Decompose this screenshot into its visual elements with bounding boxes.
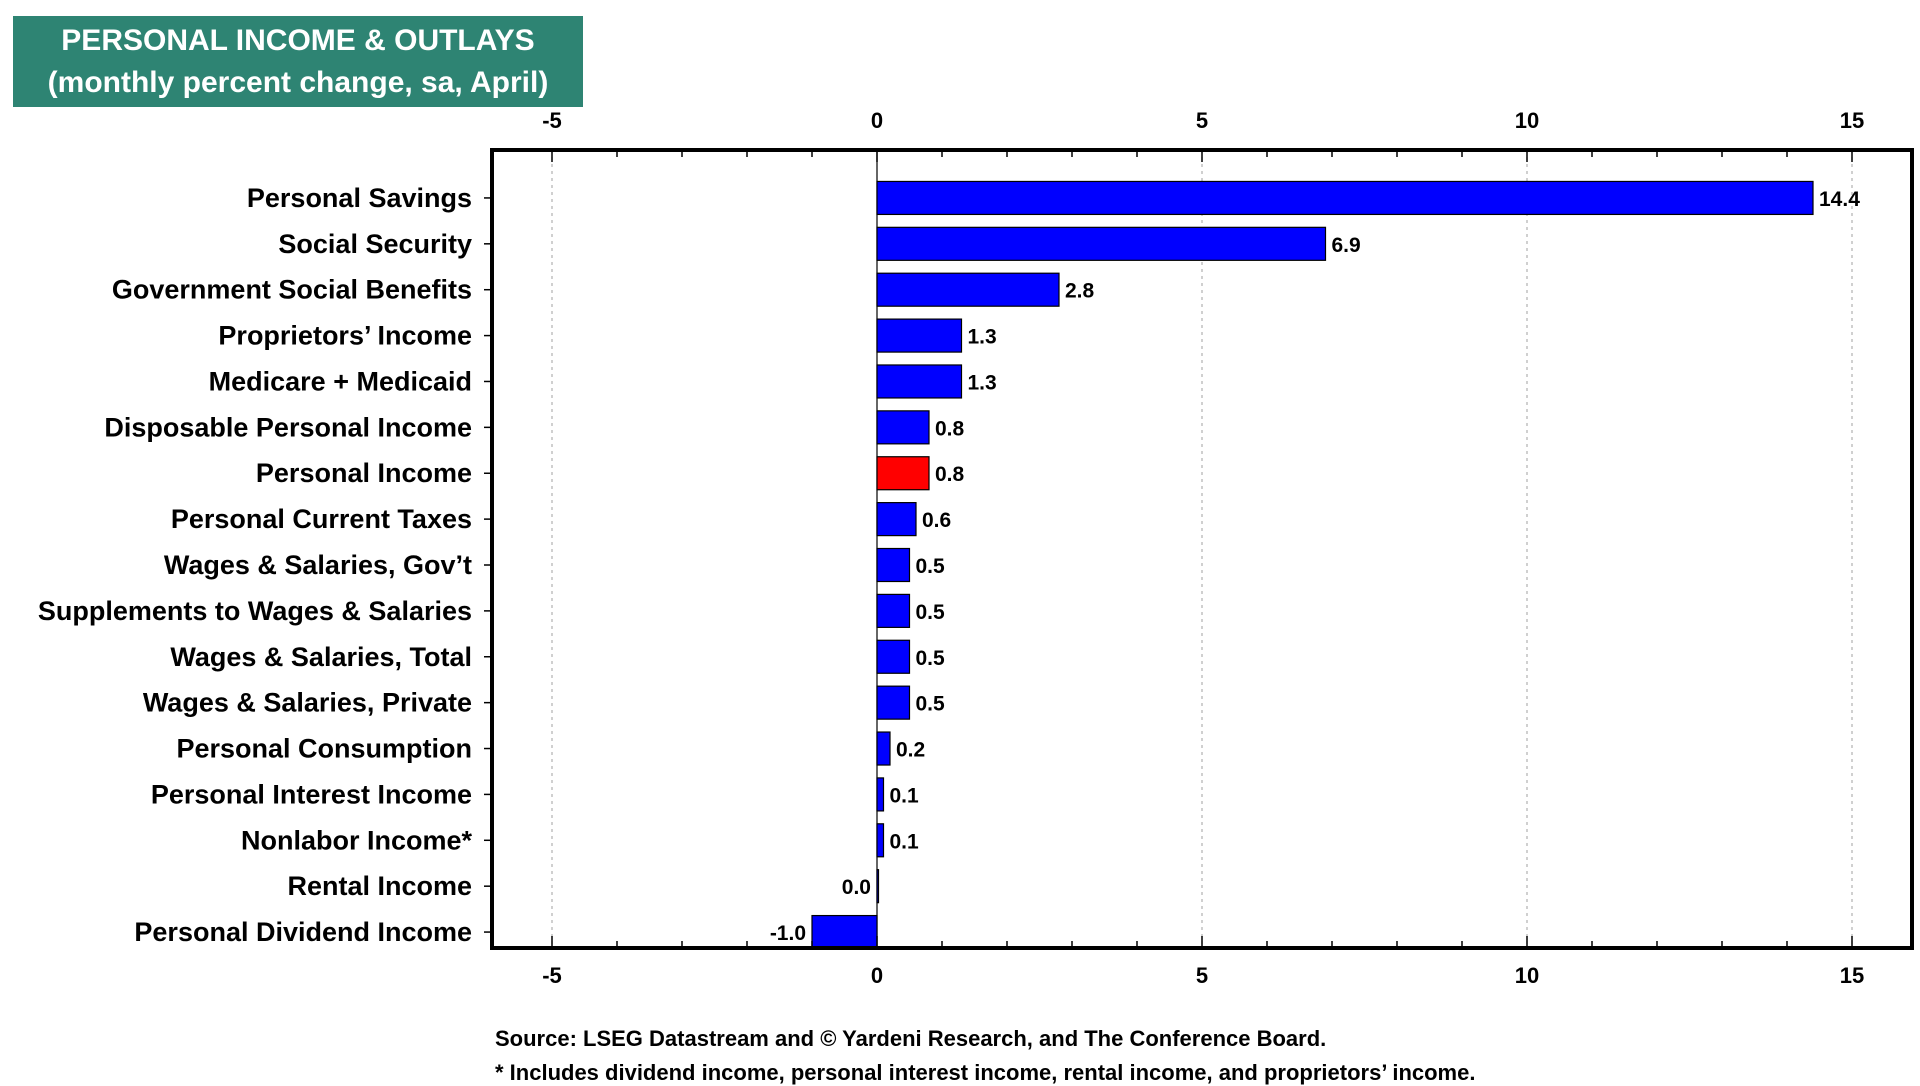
x-tick-label-bottom: -5 [542, 963, 562, 988]
value-label: 1.3 [968, 371, 997, 394]
category-label: Supplements to Wages & Salaries [38, 596, 472, 626]
footnote: * Includes dividend income, personal int… [495, 1060, 1476, 1085]
value-label: 0.5 [916, 555, 946, 578]
chart-title: PERSONAL INCOME & OUTLAYS [61, 24, 535, 57]
category-label: Government Social Benefits [112, 275, 472, 305]
category-label: Social Security [278, 229, 472, 259]
x-tick-label-bottom: 15 [1840, 963, 1864, 988]
bar [876, 502, 917, 537]
value-label: 2.8 [1065, 280, 1095, 303]
value-label: 0.8 [935, 463, 965, 486]
category-labels: Personal Savings Social Security Governmen… [38, 183, 473, 947]
bar [876, 639, 911, 674]
category-label: Wages & Salaries, Private [143, 688, 472, 718]
bar [876, 869, 880, 904]
value-label: 0.1 [890, 784, 920, 807]
value-label: 6.9 [1332, 234, 1361, 257]
bar [876, 823, 885, 858]
category-label: Personal Interest Income [151, 779, 472, 809]
category-label: Personal Current Taxes [171, 504, 472, 534]
bar [876, 731, 891, 766]
bar [876, 410, 930, 445]
category-label: Personal Consumption [176, 734, 472, 764]
chart-subtitle: (monthly percent change, sa, April) [47, 66, 549, 99]
bar [876, 777, 885, 812]
source-note: Source: LSEG Datastream and © Yardeni Re… [495, 1026, 1327, 1051]
x-tick-label-bottom: 0 [871, 963, 883, 988]
bar [876, 593, 911, 628]
category-label: Personal Income [256, 458, 472, 488]
bar [876, 272, 1060, 307]
value-label: -1.0 [770, 922, 806, 945]
x-tick-label-bottom: 10 [1515, 963, 1539, 988]
x-tick-label-top: 5 [1196, 108, 1208, 133]
category-label: Nonlabor Income* [241, 825, 473, 855]
value-label: 0.2 [896, 739, 925, 762]
x-tick-label-bottom: 5 [1196, 963, 1208, 988]
bar [876, 318, 963, 353]
value-label: 0.8 [935, 417, 965, 440]
bar [876, 547, 911, 583]
category-label: Disposable Personal Income [104, 412, 472, 442]
category-label: Medicare + Medicaid [209, 366, 472, 396]
value-labels: 14.46.92.81.31.30.80.80.60.50.50.50.50.2… [770, 188, 1860, 945]
category-label: Proprietors’ Income [218, 321, 472, 351]
x-tick-label-top: 15 [1840, 108, 1864, 133]
bar [876, 685, 911, 720]
value-label: 0.6 [922, 509, 951, 532]
bar [811, 914, 878, 950]
bar [876, 456, 930, 491]
bar [876, 364, 963, 399]
value-label: 0.0 [842, 876, 871, 899]
value-label: 0.5 [916, 647, 946, 670]
value-label: 1.3 [968, 326, 997, 349]
category-label: Wages & Salaries, Gov’t [164, 550, 472, 580]
x-tick-label-top: 0 [871, 108, 883, 133]
category-label: Wages & Salaries, Total [170, 642, 472, 672]
category-label: Personal Dividend Income [134, 917, 472, 947]
bar [876, 226, 1327, 261]
value-label: 0.1 [890, 830, 920, 853]
x-tick-label-top: 10 [1515, 108, 1539, 133]
bars [811, 180, 1814, 950]
value-label: 0.5 [916, 693, 946, 716]
category-label: Rental Income [287, 871, 472, 901]
grid-lines [551, 150, 1853, 948]
value-label: 0.5 [916, 601, 946, 624]
value-label: 14.4 [1819, 188, 1860, 211]
plot-frame [490, 148, 1914, 950]
chart-title-box: PERSONAL INCOME & OUTLAYS (monthly perce… [13, 16, 583, 107]
bar [876, 180, 1814, 216]
category-label: Personal Savings [247, 183, 472, 213]
x-tick-label-top: -5 [542, 108, 562, 133]
